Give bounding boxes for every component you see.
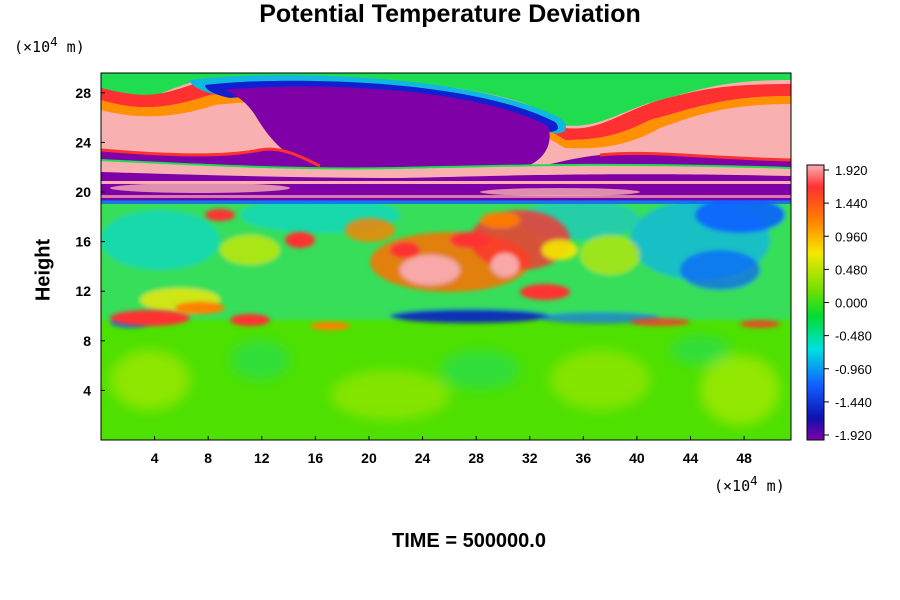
colorbar-tick-label: 0.480 <box>835 262 868 277</box>
colorbar-tick-label: -1.920 <box>835 428 872 443</box>
x-unit-prefix: (×10 <box>714 477 751 495</box>
y-tick-label: 24 <box>75 134 91 150</box>
upper-layer <box>101 73 791 181</box>
colorbar-tick-label: 1.440 <box>835 196 868 211</box>
colorbar-tick-label: 1.920 <box>835 163 868 178</box>
x-tick-label: 32 <box>522 450 538 466</box>
x-tick-label: 48 <box>736 450 752 466</box>
y-tick-label: 8 <box>83 333 91 349</box>
x-tick-label: 20 <box>361 450 377 466</box>
colorbar-ticks: 1.920 1.440 0.960 0.480 0.000 -0.480 -0.960 -1.… <box>824 163 872 443</box>
x-unit-exponent: 4 <box>750 473 758 488</box>
y-tick-label: 12 <box>75 283 91 299</box>
y-ticks: 4 8 12 16 20 24 28 <box>75 85 105 398</box>
colorbar-tick-label: 0.960 <box>835 229 868 244</box>
colorbar <box>806 164 825 441</box>
x-axis-unit: (×104 m) <box>714 473 785 495</box>
colorbar-tick-label: -0.480 <box>835 329 872 344</box>
chart-title: Potential Temperature Deviation <box>259 0 641 28</box>
tropopause-band <box>101 178 791 204</box>
y-unit-exponent: 4 <box>50 34 58 49</box>
plot-frame <box>100 72 792 441</box>
x-tick-label: 8 <box>204 450 212 466</box>
colorbar-tick-label: -0.960 <box>835 362 872 377</box>
x-ticks: 4 8 12 16 20 24 28 32 36 40 44 48 <box>151 436 752 466</box>
x-tick-label: 16 <box>308 450 324 466</box>
x-tick-label: 4 <box>151 450 159 466</box>
time-label: TIME = 500000.0 <box>392 530 546 552</box>
x-tick-label: 40 <box>629 450 645 466</box>
x-tick-label: 12 <box>254 450 270 466</box>
y-unit-prefix: (×10 <box>14 38 51 56</box>
x-tick-label: 44 <box>683 450 699 466</box>
lower-layer-swirls <box>110 335 780 425</box>
y-unit-suffix: m) <box>57 38 85 56</box>
y-tick-label: 16 <box>75 234 91 250</box>
x-tick-label: 24 <box>415 450 431 466</box>
colorbar-tick-label: 0.000 <box>835 296 868 311</box>
y-tick-label: 20 <box>75 184 91 200</box>
heatmap-field <box>101 73 791 440</box>
warm-anomalies <box>110 209 780 330</box>
y-tick-label: 4 <box>83 382 91 398</box>
x-tick-label: 36 <box>576 450 592 466</box>
colorbar-tick-label: -1.440 <box>835 395 872 410</box>
x-tick-label: 28 <box>468 450 484 466</box>
y-tick-label: 28 <box>75 85 91 101</box>
x-unit-suffix: m) <box>757 477 785 495</box>
y-axis-unit: (×104 m) <box>14 34 85 56</box>
